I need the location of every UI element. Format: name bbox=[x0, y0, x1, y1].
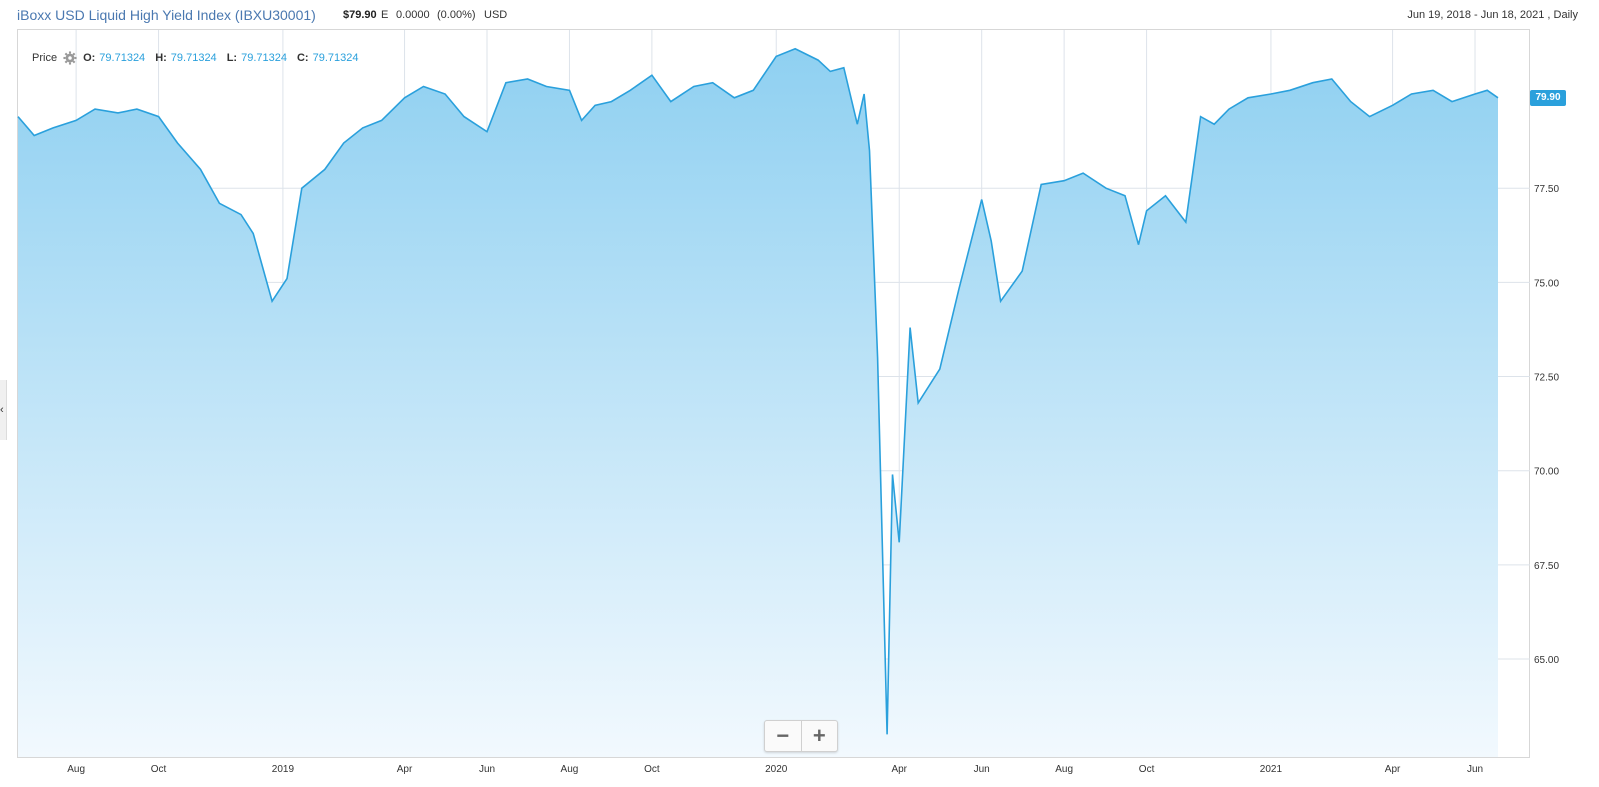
x-tick-label: Apr bbox=[397, 764, 413, 775]
x-tick-label: Oct bbox=[644, 764, 660, 775]
price-change-pct: (0.00%) bbox=[437, 9, 476, 21]
x-tick-label: Jun bbox=[974, 764, 990, 775]
x-tick-label: Oct bbox=[1139, 764, 1155, 775]
x-tick-label: Aug bbox=[1055, 764, 1073, 775]
last-price: $79.90 bbox=[343, 9, 377, 21]
y-tick-label: 67.50 bbox=[1534, 561, 1559, 572]
x-tick-label: Oct bbox=[151, 764, 167, 775]
x-tick-label: 2021 bbox=[1260, 764, 1283, 775]
currency-label: USD bbox=[484, 9, 508, 21]
zoom-controls: − + bbox=[764, 720, 838, 752]
low-key: L: bbox=[226, 52, 238, 64]
chart-header: iBoxx USD Liquid High Yield Index (IBXU3… bbox=[0, 0, 1599, 30]
close-value: 79.71324 bbox=[312, 52, 359, 64]
high-key: H: bbox=[155, 52, 167, 64]
ohlc-legend: Price O: 79.71324 H: 79.71324 L: 79.7132… bbox=[32, 51, 364, 65]
high-value: 79.71324 bbox=[170, 52, 217, 64]
gear-icon[interactable] bbox=[63, 51, 77, 65]
price-flag: E bbox=[381, 9, 389, 21]
y-tick-label: 75.00 bbox=[1534, 278, 1559, 289]
y-tick-label: 72.50 bbox=[1534, 373, 1559, 384]
x-tick-label: Aug bbox=[67, 764, 85, 775]
price-line bbox=[17, 47, 1499, 735]
low-value: 79.71324 bbox=[241, 52, 287, 64]
x-tick-label: Apr bbox=[891, 764, 907, 775]
last-value-badge: 79.90 bbox=[1530, 89, 1566, 106]
close-key: C: bbox=[296, 52, 309, 64]
y-tick-label: 77.50 bbox=[1534, 184, 1559, 195]
x-tick-label: Aug bbox=[561, 764, 579, 775]
x-tick-label: 2019 bbox=[272, 764, 295, 775]
y-tick-label: 65.00 bbox=[1534, 655, 1559, 666]
x-tick-label: Jun bbox=[1467, 764, 1483, 775]
legend-label: Price bbox=[32, 52, 58, 64]
price-change: 0.0000 bbox=[396, 9, 430, 21]
index-title[interactable]: iBoxx USD Liquid High Yield Index (IBXU3… bbox=[17, 7, 316, 23]
x-tick-label: Jun bbox=[479, 764, 495, 775]
x-tick-label: Apr bbox=[1385, 764, 1401, 775]
open-key: O: bbox=[83, 52, 96, 64]
open-value: 79.71324 bbox=[99, 52, 146, 64]
price-area bbox=[18, 48, 1498, 758]
chevron-left-icon: ‹ bbox=[0, 404, 4, 416]
date-range[interactable]: Jun 19, 2018 - Jun 18, 2021 , Daily bbox=[1407, 9, 1578, 21]
minus-icon[interactable]: − bbox=[776, 723, 790, 748]
plus-icon[interactable]: + bbox=[800, 721, 838, 751]
side-panel-handle[interactable]: ‹ bbox=[0, 380, 7, 440]
y-tick-label: 70.00 bbox=[1534, 467, 1559, 478]
chart-frame bbox=[17, 29, 1530, 758]
x-tick-label: 2020 bbox=[765, 764, 788, 775]
